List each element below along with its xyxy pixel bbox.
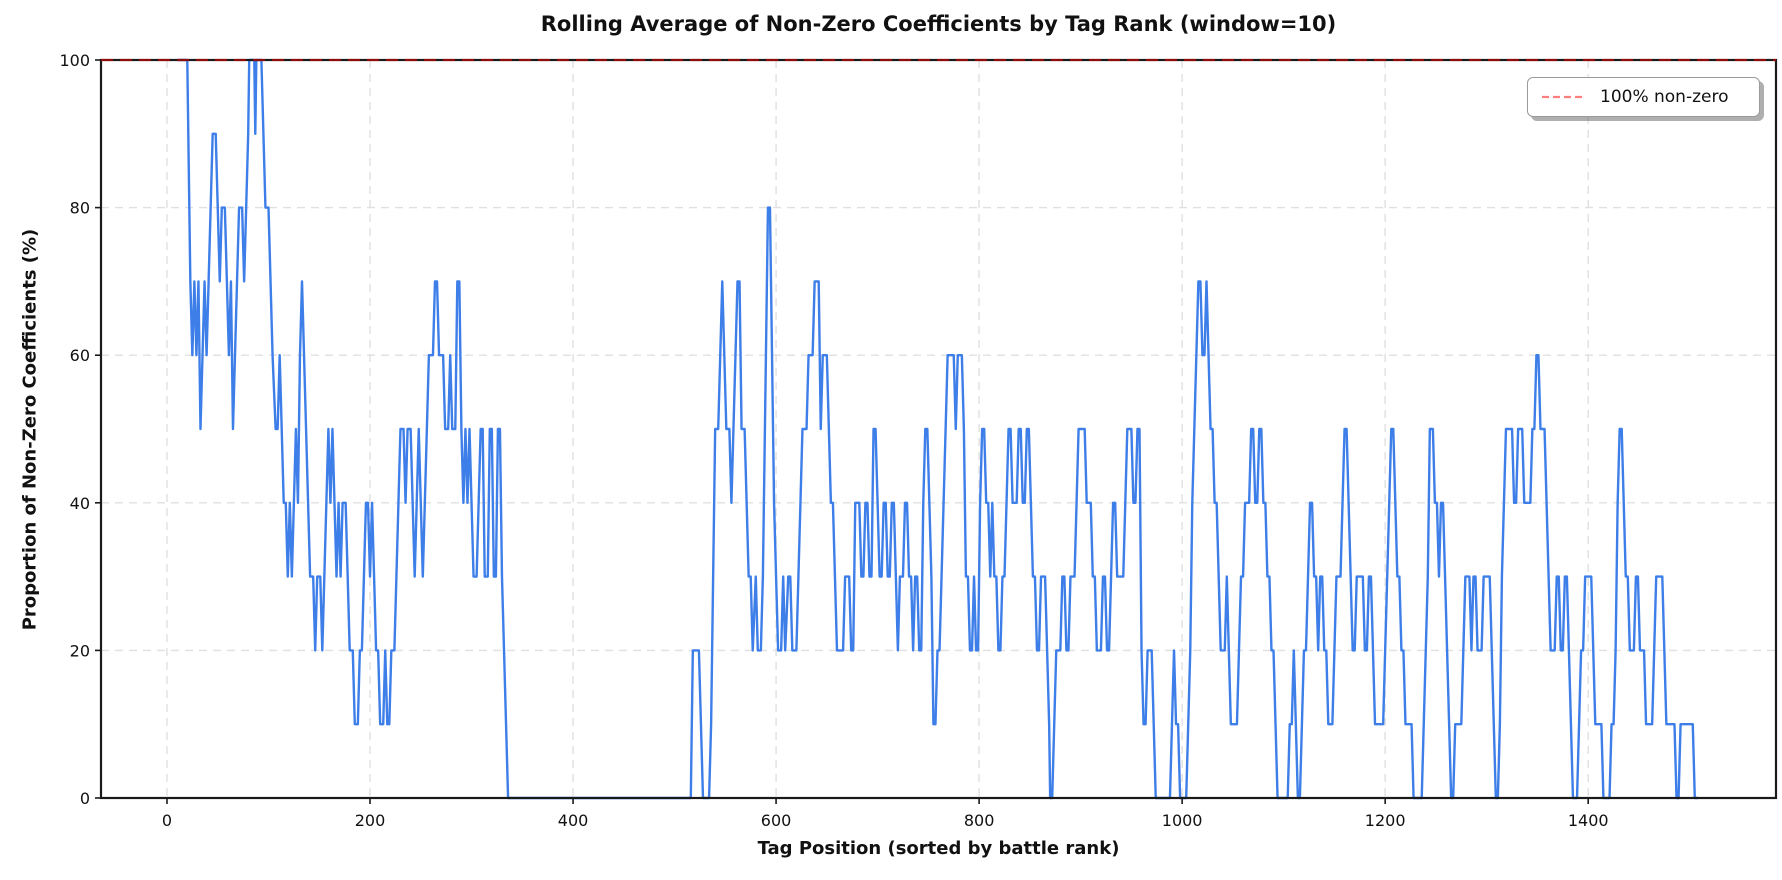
x-axis-label: Tag Position (sorted by battle rank)	[757, 838, 1120, 859]
x-tick-label: 1000	[1162, 811, 1203, 830]
y-tick-label: 80	[70, 199, 90, 218]
x-tick-label: 600	[761, 811, 792, 830]
legend: 100% non-zero	[1527, 77, 1760, 117]
axes-frame	[99, 58, 1778, 800]
legend-dashed-line-icon	[1542, 95, 1582, 99]
y-tick-label: 20	[70, 641, 90, 660]
x-tick-label: 0	[162, 811, 172, 830]
y-tick-label: 60	[70, 346, 90, 365]
y-axis-label: Proportion of Non-Zero Coefficients (%)	[19, 228, 41, 631]
x-tick-label: 1200	[1365, 811, 1406, 830]
y-tick-label: 40	[70, 494, 90, 513]
x-tick-label: 1400	[1568, 811, 1609, 830]
x-tick-label: 800	[964, 811, 995, 830]
x-tick-label: 200	[355, 811, 386, 830]
chart-title: Rolling Average of Non-Zero Coefficients…	[540, 12, 1337, 36]
series-group	[177, 58, 1698, 800]
x-tick-label: 400	[558, 811, 589, 830]
grid	[101, 59, 1776, 799]
series-line	[177, 58, 1698, 800]
y-tick-label: 0	[80, 789, 90, 808]
legend-entry-label: 100% non-zero	[1600, 87, 1729, 107]
y-tick-label: 100	[59, 51, 90, 70]
axis-ticks: 0 200 400 600 800 1000 1200 1400 0 20 40 60 80 100	[59, 51, 1608, 830]
